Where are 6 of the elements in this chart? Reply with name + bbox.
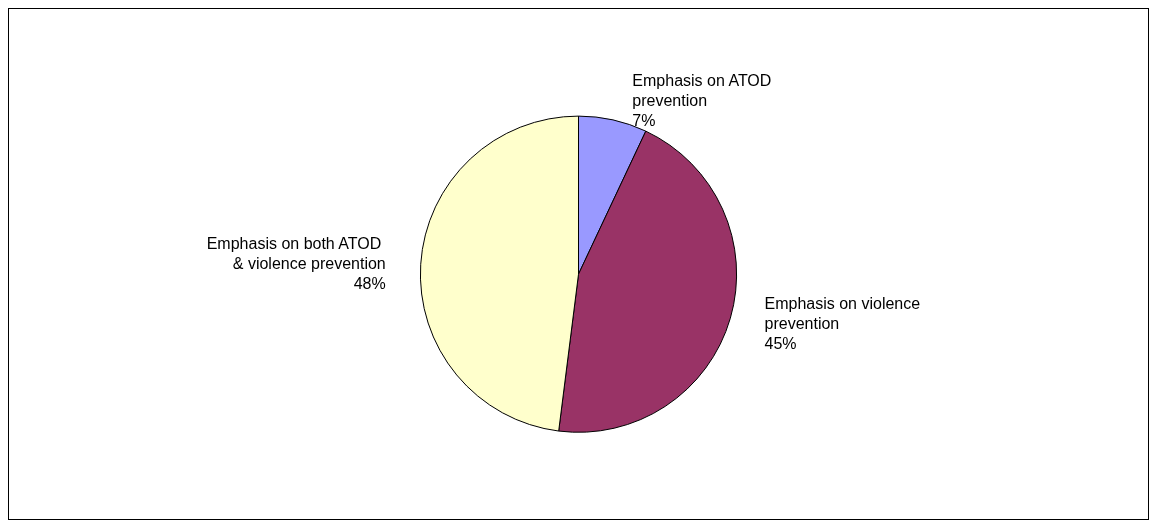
slice-label: Emphasis on ATOD prevention: [632, 71, 776, 109]
slice-label: Emphasis on violence prevention: [764, 295, 925, 333]
data-label: 48%: [353, 274, 386, 292]
data-label: 7%: [632, 111, 656, 129]
data-label: 45%: [764, 335, 797, 353]
slice-label: Emphasis on both ATOD & violence prevention: [206, 234, 386, 272]
